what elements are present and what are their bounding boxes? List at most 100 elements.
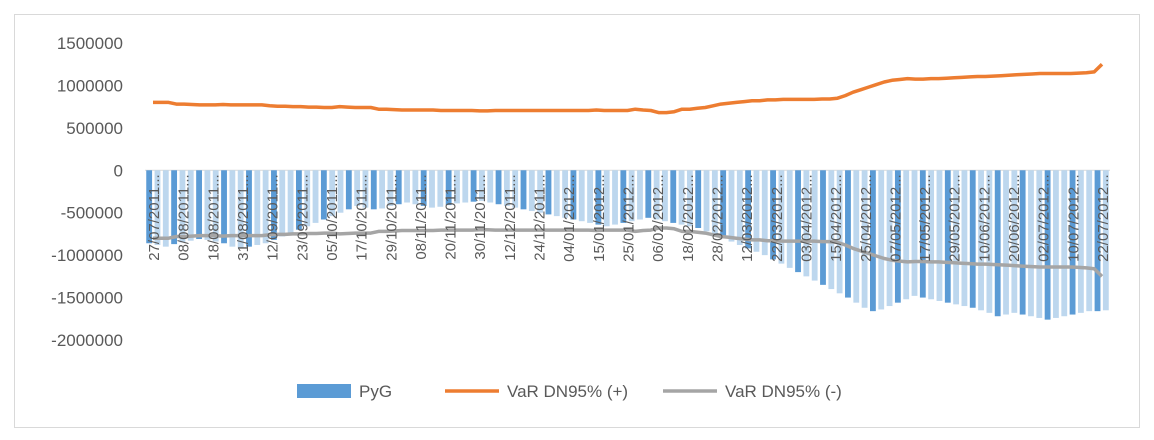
x-tick-label: 12/09/2011...	[265, 174, 282, 260]
pyg-bar	[1102, 170, 1109, 311]
x-tick-label: 17/10/2011...	[354, 174, 371, 260]
x-tick-label: 05/10/2011...	[324, 174, 341, 260]
pyg-bar	[745, 170, 752, 249]
x-tick-label: 08/08/2011...	[176, 174, 193, 260]
pyg-bar	[703, 170, 710, 232]
x-tick-label: 20/06/2012...	[1006, 174, 1023, 262]
x-tick-label: 06/02/2012...	[650, 174, 667, 262]
pyg-bar	[853, 170, 860, 303]
pyg-bar	[662, 170, 668, 222]
x-tick-label: 04/01/2012...	[561, 174, 578, 262]
pyg-bar	[811, 170, 818, 281]
pyg-bar	[1053, 170, 1059, 318]
legend-swatch-bar	[297, 384, 351, 398]
y-axis: 1500000 1000000 500000 0 -500000 -1000000 -150…	[51, 34, 123, 350]
pyg-bar	[645, 170, 652, 218]
y-tick-label: 1500000	[57, 34, 123, 53]
pyg-bar	[537, 170, 544, 213]
pyg-bar	[1086, 170, 1093, 312]
pyg-bar	[262, 170, 269, 244]
x-tick-label: 18/08/2011...	[205, 174, 222, 260]
legend-label: VaR DN95% (-)	[725, 382, 842, 401]
pyg-bar	[761, 170, 768, 256]
pyg-bar	[362, 170, 369, 208]
pyg-bar	[820, 170, 826, 285]
pyg-bar	[495, 170, 502, 205]
pyg-bar	[678, 170, 685, 225]
pyg-bar	[221, 170, 227, 244]
pyg-bar	[512, 170, 519, 208]
pyg-bar	[728, 170, 735, 242]
x-tick-label: 10/07/2012...	[1065, 174, 1082, 262]
var-dn95-neg-line	[153, 226, 1104, 278]
pyg-bar	[470, 170, 477, 202]
y-tick-label: -2000000	[51, 331, 123, 350]
pyg-bar	[187, 170, 194, 241]
x-tick-label: 17/05/2012...	[917, 174, 934, 262]
pyg-bar	[354, 170, 361, 206]
pyg-bar	[329, 170, 336, 217]
pyg-bar	[553, 170, 560, 217]
pyg-bar	[1069, 170, 1076, 315]
pyg-bar	[520, 170, 527, 210]
pyg-bar	[171, 170, 178, 245]
var-lines	[153, 62, 1104, 278]
pyg-bar	[304, 170, 311, 227]
pyg-bar	[603, 170, 610, 227]
y-tick-label: -1000000	[51, 246, 123, 265]
pyg-bar	[345, 170, 352, 210]
x-tick-label: 03/04/2012...	[798, 174, 815, 262]
x-tick-label: 22/07/2012...	[1095, 174, 1112, 262]
x-tick-label: 23/09/2011...	[294, 174, 311, 260]
pyg-bar	[944, 170, 951, 303]
pyg-bar	[795, 170, 801, 273]
pyg-bar	[487, 170, 494, 203]
pyg-bar	[404, 170, 410, 203]
pyg-bar	[503, 170, 510, 206]
pyg-bar	[637, 170, 643, 220]
pyg-bar	[1003, 170, 1009, 315]
pyg-bar	[686, 170, 693, 227]
x-tick-label: 08/11/2011...	[413, 174, 430, 259]
pyg-bar	[196, 170, 202, 240]
x-axis: 27/07/2011... 08/08/2011... 18/08/2011... 3…	[146, 174, 1112, 262]
pyg-bar	[653, 170, 660, 220]
pyg-bar	[1036, 170, 1043, 318]
pyg-bar	[1077, 170, 1084, 313]
pyg-bar	[869, 170, 876, 312]
pyg-bar	[720, 170, 727, 239]
pyg-bar	[387, 170, 394, 206]
pyg-bar	[462, 170, 469, 203]
x-tick-label: 29/05/2012...	[947, 174, 964, 262]
x-tick-label: 29/10/2011...	[383, 174, 400, 260]
chart-frame: 1500000 1000000 500000 0 -500000 -1000000 -150…	[14, 14, 1140, 428]
y-tick-label: -1500000	[51, 289, 123, 308]
pyg-bar	[570, 170, 577, 220]
pyg-bar	[179, 170, 186, 243]
pyg-bar	[578, 170, 585, 222]
pyg-bar	[1094, 170, 1101, 312]
pyg-bar	[454, 170, 460, 204]
pyg-bar	[711, 170, 718, 235]
pyg-bar	[254, 170, 261, 245]
pyg-bar	[395, 170, 402, 205]
pyg-bar	[969, 170, 976, 308]
legend-var-neg: VaR DN95% (-)	[663, 382, 842, 401]
pyg-bar	[587, 170, 593, 223]
pyg-bar	[312, 170, 319, 223]
x-tick-label: 12/03/2012...	[739, 174, 756, 262]
pyg-bar	[1019, 170, 1026, 315]
pyg-bar	[295, 170, 302, 230]
x-tick-label: 07/05/2012...	[887, 174, 904, 262]
pyg-bar	[911, 170, 918, 296]
pyg-bar	[861, 170, 868, 308]
x-tick-label: 24/12/2011...	[532, 174, 549, 260]
var-dn95-pos-line	[153, 62, 1104, 115]
pyg-bar	[528, 170, 535, 212]
pyg-bar	[770, 170, 776, 260]
pyg-bar	[628, 170, 635, 222]
x-tick-label: 10/06/2012...	[976, 174, 993, 262]
pyg-bar	[595, 170, 602, 225]
pyg-bar	[445, 170, 452, 206]
pyg-bars	[146, 170, 1109, 320]
